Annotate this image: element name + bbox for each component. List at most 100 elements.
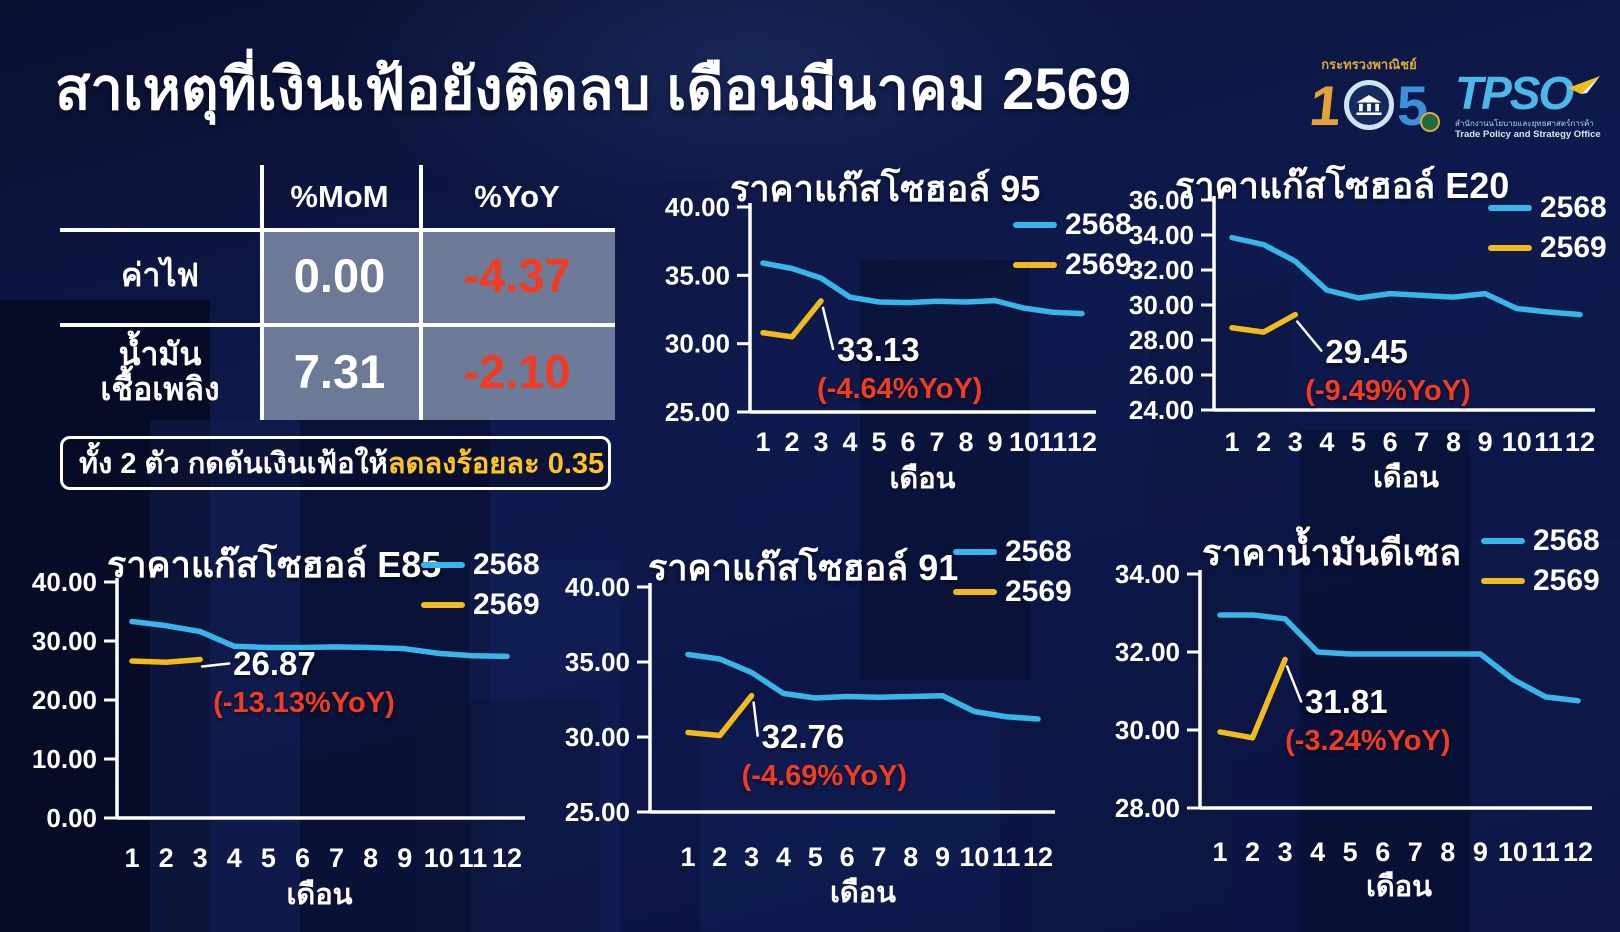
svg-text:35.00: 35.00 — [665, 260, 730, 290]
price-annotation: 33.13 (-4.64%YoY) — [817, 331, 982, 406]
table-divider — [419, 165, 423, 420]
svg-text:12: 12 — [1565, 427, 1595, 457]
annotation-value: 32.76 — [761, 717, 845, 755]
legend-2569-label: 2569 — [1065, 248, 1132, 281]
annotation-yoy: (-9.49%YoY) — [1305, 374, 1471, 407]
svg-text:เดือน: เดือน — [1366, 871, 1432, 903]
row-label-fuel: น้ำมัน เชื้อเพลิง — [100, 335, 220, 407]
svg-text:4: 4 — [1319, 427, 1334, 457]
svg-text:40.00: 40.00 — [665, 192, 730, 222]
svg-text:12: 12 — [492, 843, 522, 873]
electricity-mom-value: 0.00 — [260, 228, 419, 323]
svg-text:28.00: 28.00 — [1129, 325, 1194, 355]
ministry-of-commerce-logo: กระทรวงพาณิชย์ 1 5 — [1293, 57, 1445, 146]
svg-text:34.00: 34.00 — [1129, 220, 1194, 250]
legend-2569-label: 2569 — [1540, 231, 1607, 264]
svg-text:6: 6 — [900, 427, 915, 457]
svg-text:2: 2 — [784, 427, 799, 457]
svg-text:เดือน: เดือน — [830, 877, 896, 909]
svg-text:25.00: 25.00 — [565, 797, 630, 827]
page-title: สาเหตุที่เงินเฟ้อยังติดลบ เดือนมีนาคม 25… — [55, 57, 1132, 122]
chart-legend: 2568 2569 — [1488, 193, 1607, 273]
building-silhouette — [860, 260, 1030, 680]
legend-2568-line — [1013, 222, 1057, 228]
svg-text:11: 11 — [1039, 427, 1068, 457]
svg-text:10: 10 — [1009, 427, 1039, 457]
svg-text:11: 11 — [992, 842, 1021, 872]
legend-2568-label: 2568 — [1065, 208, 1132, 241]
building-silhouette — [420, 700, 600, 932]
svg-text:5: 5 — [871, 427, 886, 457]
svg-text:4: 4 — [776, 842, 791, 872]
svg-text:10: 10 — [959, 842, 989, 872]
chart-gasohol-e20: ราคาแก๊สโซฮอล์ E20 2568 2569 36.00 34.00 3… — [1105, 155, 1610, 505]
svg-text:7: 7 — [929, 427, 944, 457]
svg-text:40.00: 40.00 — [565, 572, 630, 602]
svg-text:30.00: 30.00 — [665, 329, 730, 359]
chart-title: ราคาแก๊สโซฮอล์ E20 — [1175, 165, 1510, 206]
legend-2568-line — [1488, 205, 1532, 211]
annotation-yoy: (-3.24%YoY) — [1285, 725, 1451, 758]
svg-text:3: 3 — [1278, 837, 1293, 867]
building-silhouette — [1150, 280, 1290, 660]
svg-text:3: 3 — [744, 842, 759, 872]
annotation-yoy: (-4.64%YoY) — [817, 372, 983, 405]
price-annotation: 29.45 (-9.49%YoY) — [1305, 332, 1470, 408]
legend-2568-label: 2568 — [1533, 524, 1600, 557]
note-text: ทั้ง 2 ตัว กดดันเงินเฟ้อให้ — [79, 448, 388, 480]
chart-gasohol-e85: ราคาแก๊สโซฮอล์ E85 2568 2569 40.00 30.00 2… — [25, 510, 570, 925]
svg-text:5: 5 — [808, 842, 823, 872]
svg-text:8: 8 — [1440, 837, 1455, 867]
svg-text:32.00: 32.00 — [1115, 637, 1180, 667]
inflation-impact-note: ทั้ง 2 ตัว กดดันเงินเฟ้อให้ ลดลงร้อยละ 0… — [60, 436, 611, 490]
svg-text:10: 10 — [1502, 427, 1532, 457]
svg-text:26.00: 26.00 — [1129, 360, 1194, 390]
ministry-name-label: กระทรวงพาณิชย์ — [1321, 57, 1417, 72]
annotation-yoy: (-4.69%YoY) — [741, 759, 908, 792]
price-annotation: 32.76 (-4.69%YoY) — [742, 717, 907, 793]
svg-text:6: 6 — [1383, 427, 1398, 457]
svg-text:7: 7 — [1408, 837, 1423, 867]
svg-text:1: 1 — [755, 427, 770, 457]
svg-text:6: 6 — [1375, 837, 1390, 867]
legend-2568-label: 2568 — [1540, 191, 1607, 224]
tpso-acronym: TPSO — [1455, 70, 1615, 116]
svg-text:2: 2 — [1256, 427, 1271, 457]
annotation-yoy: (-13.13%YoY) — [213, 687, 395, 720]
svg-text:5: 5 — [261, 843, 276, 873]
row-label-electricity: ค่าไฟ — [120, 257, 200, 294]
svg-text:8: 8 — [1446, 427, 1461, 457]
legend-2569-line — [1488, 245, 1532, 251]
price-annotation: 26.87 (-13.13%YoY) — [213, 645, 395, 720]
chart-legend: 2568 2569 — [1013, 210, 1132, 290]
chart-gasohol-95: ราคาแก๊สโซฮอล์ 95 2568 2569 40.00 35.00 30… — [630, 160, 1132, 505]
fuel-mom-value: 7.31 — [260, 323, 419, 420]
legend-2568-line — [953, 549, 997, 555]
inflation-factor-table: %MoM %YoY ค่าไฟ 0.00 -4.37 น้ำมัน เชื้อเพ… — [60, 165, 615, 420]
svg-text:9: 9 — [1473, 837, 1488, 867]
svg-text:12: 12 — [1067, 427, 1097, 457]
svg-text:5: 5 — [1343, 837, 1358, 867]
chart-legend: 2568 2569 — [953, 537, 1072, 617]
svg-text:เดือน: เดือน — [287, 879, 353, 911]
svg-text:1: 1 — [1224, 427, 1239, 457]
building-silhouette — [620, 180, 730, 600]
svg-text:11: 11 — [1531, 837, 1560, 867]
svg-text:28.00: 28.00 — [1115, 793, 1180, 823]
svg-text:7: 7 — [329, 843, 344, 873]
ministry-seal-icon — [1420, 111, 1441, 132]
table-divider — [60, 323, 615, 327]
chart-title: ราคาแก๊สโซฮอล์ 95 — [730, 168, 1041, 209]
svg-text:11: 11 — [1534, 427, 1563, 457]
svg-text:6: 6 — [295, 843, 310, 873]
chart-gasohol-91: ราคาแก๊สโซฮอล์ 91 2568 2569 40.00 35.00 30… — [560, 505, 1110, 925]
chart-title: ราคาน้ำมันดีเซล — [1202, 532, 1462, 573]
legend-2569-line — [1481, 578, 1525, 584]
svg-text:10: 10 — [1498, 837, 1528, 867]
svg-text:40.00: 40.00 — [32, 567, 97, 597]
svg-text:30.00: 30.00 — [32, 626, 97, 656]
legend-2568-label: 2568 — [473, 548, 540, 581]
svg-text:30.00: 30.00 — [1115, 715, 1180, 745]
annotation-value: 29.45 — [1325, 332, 1408, 370]
